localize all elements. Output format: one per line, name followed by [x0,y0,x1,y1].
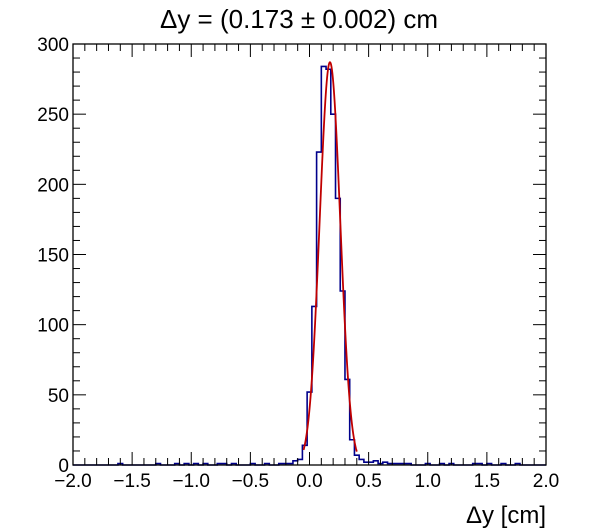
y-tick-label: 300 [37,35,69,56]
gaussian-fit-curve [302,61,358,452]
y-tick-label: 100 [37,316,69,337]
histogram-bin [326,69,331,465]
y-tick-label: 50 [48,386,69,407]
x-axis-label: Δy [cm] [466,502,546,529]
x-tick-label: 0.5 [355,471,381,492]
chart-title: Δy = (0.173 ± 0.002) cm [159,4,439,34]
y-tick-label: 200 [37,175,69,196]
x-tick-label: 2.0 [533,471,559,492]
x-tick-label: 1.0 [415,471,441,492]
x-tick-label: 0.0 [296,471,322,492]
x-tick-label: 1.5 [474,471,500,492]
x-tick-label: −1.0 [172,471,210,492]
x-tick-label: −1.5 [113,471,151,492]
x-tick-label: −2.0 [54,471,92,492]
fit-layer [302,61,358,452]
y-tick-label: 250 [37,105,69,126]
y-tick-label: 0 [58,456,69,477]
tick-labels-layer: −2.0 −1.5 −1.0 −0.5 0.0 0.5 1.0 1.5 2.0 0 50 100 150… [37,35,559,492]
x-tick-label: −0.5 [232,471,270,492]
y-tick-label: 150 [37,246,69,267]
ticks-layer [72,43,547,466]
